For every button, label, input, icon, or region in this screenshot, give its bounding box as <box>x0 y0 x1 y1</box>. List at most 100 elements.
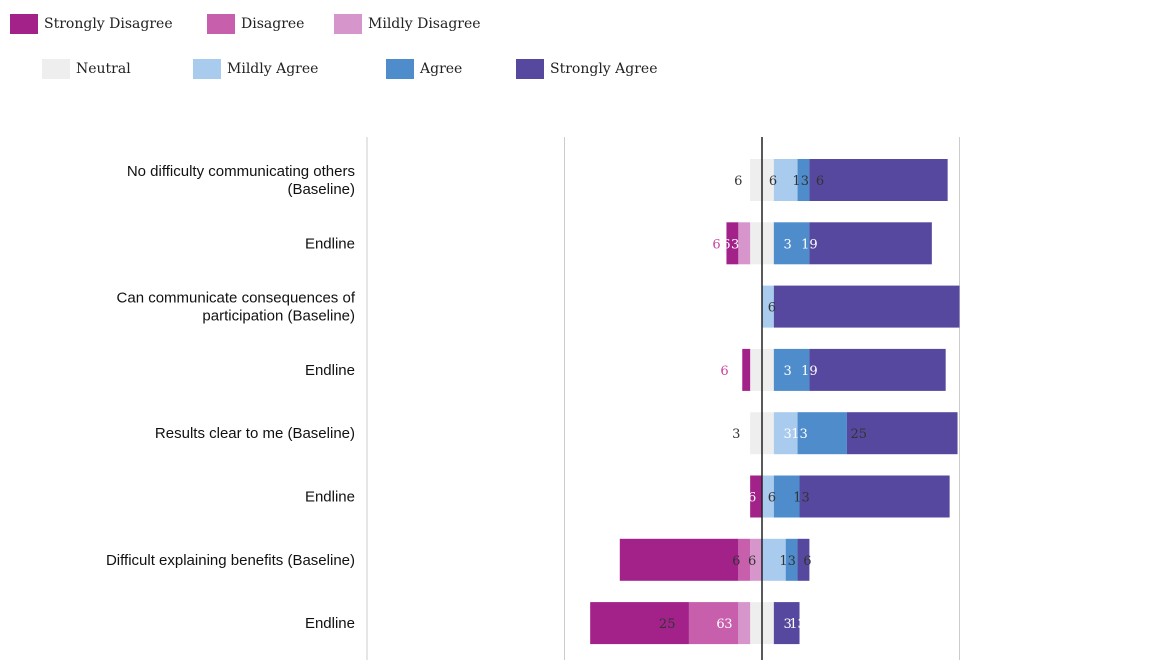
category-label: Difficult explaining benefits (Baseline) <box>106 552 355 569</box>
data-label: 19 <box>801 364 818 379</box>
data-label: 6 <box>712 237 720 252</box>
data-label: 6 <box>803 554 811 569</box>
data-label: 6 <box>734 174 742 189</box>
data-label: 3 <box>731 237 739 252</box>
data-label: 56 <box>1016 427 1033 442</box>
legend-swatch <box>42 59 70 79</box>
bar-segment <box>773 222 810 265</box>
bar-segment <box>799 475 950 518</box>
legend-label: Mildly Agree <box>227 61 319 77</box>
data-label: 3 <box>784 237 792 252</box>
data-label: 3 <box>724 617 732 632</box>
data-label: 3 <box>784 364 792 379</box>
bar-segment <box>773 159 798 201</box>
legend-item: Disagree <box>207 13 304 35</box>
bar-segment <box>809 222 932 265</box>
legend-label: Strongly Agree <box>550 61 658 77</box>
category-label-line: Endline <box>305 362 355 379</box>
data-label: 25 <box>659 617 676 632</box>
category-label-line: Endline <box>305 235 355 252</box>
legend-swatch <box>516 59 544 79</box>
category-label-line: Endline <box>305 489 355 506</box>
legend-swatch <box>386 59 414 79</box>
bar-segment <box>773 412 798 455</box>
data-label: 69 <box>999 364 1016 379</box>
legend-label: Neutral <box>76 61 131 77</box>
data-label: 63 <box>533 554 550 569</box>
data-label: 3 <box>731 364 739 379</box>
data-label: 6 <box>748 554 756 569</box>
bar-segment <box>738 538 751 581</box>
data-label: 6 <box>816 174 824 189</box>
bar-segment <box>797 159 810 201</box>
bar-segment <box>773 348 810 391</box>
legend-swatch <box>193 59 221 79</box>
category-label: Results clear to me (Baseline) <box>155 425 355 442</box>
data-label: 13 <box>792 174 809 189</box>
bar-segment <box>809 348 946 391</box>
bar-segment <box>809 159 948 201</box>
category-label: No difficulty communicating others (Basel… <box>127 163 355 198</box>
legend-label: Disagree <box>241 16 305 32</box>
bar-segment <box>738 222 751 265</box>
bar-segment <box>762 285 774 328</box>
data-label: 19 <box>801 237 818 252</box>
data-label: 3 <box>784 427 792 442</box>
bar-segment <box>773 475 800 518</box>
data-label: 6 <box>722 237 730 252</box>
data-label: 13 <box>779 554 796 569</box>
data-label: 75 <box>991 491 1008 506</box>
bar-segment <box>750 475 762 518</box>
bar-segment <box>619 538 739 581</box>
bar-segment <box>846 412 958 455</box>
legend-item: Strongly Agree <box>516 58 658 80</box>
data-label: 13 <box>789 617 806 632</box>
data-label: 63 <box>975 237 992 252</box>
data-label: 50 <box>501 617 518 632</box>
category-label: Endline <box>305 615 355 632</box>
bar-segment <box>590 602 689 645</box>
bar-segment <box>738 602 751 645</box>
category-label: Endline <box>305 489 355 506</box>
category-label-line: Difficult explaining benefits (Baseline) <box>106 552 355 569</box>
category-label-line: Can communicate consequences of <box>117 290 356 307</box>
bar-segment <box>762 475 774 518</box>
category-label-line: Endline <box>305 615 355 632</box>
data-label: 6 <box>716 617 724 632</box>
data-label: 25 <box>851 427 868 442</box>
legend-swatch <box>10 14 38 34</box>
legend-item: Neutral <box>42 58 131 80</box>
bar-segment <box>742 348 751 391</box>
bar-segment <box>797 412 847 455</box>
data-label: 6 <box>720 364 728 379</box>
data-label: 6 <box>748 491 756 506</box>
legend-label: Mildly Disagree <box>368 16 481 32</box>
category-label: Endline <box>305 235 355 252</box>
category-label: Endline <box>305 362 355 379</box>
legend: Strongly Disagree Disagree Mildly Disagree… <box>0 0 1153 100</box>
data-label: 94 <box>1139 301 1153 316</box>
data-label: 13 <box>793 491 810 506</box>
data-label: 6 <box>768 301 776 316</box>
bar-segment <box>773 602 800 645</box>
bar-segment <box>785 538 798 581</box>
data-label: 69 <box>1026 174 1043 189</box>
legend-item: Mildly Disagree <box>334 13 481 35</box>
bar-segment <box>688 602 739 645</box>
category-label: Can communicate consequences of participa… <box>117 290 356 325</box>
data-label: 6 <box>732 554 740 569</box>
category-label-line: participation (Baseline) <box>202 308 355 325</box>
bar-segment <box>797 538 810 581</box>
bar-segment <box>750 538 762 581</box>
legend-label: Strongly Disagree <box>44 16 173 32</box>
bar-segment <box>773 285 960 328</box>
data-label: 13 <box>791 427 808 442</box>
bar-segment <box>726 222 739 265</box>
data-label: 6 <box>769 174 777 189</box>
legend-item: Mildly Agree <box>193 58 318 80</box>
data-label: 6 <box>768 491 776 506</box>
legend-swatch <box>334 14 362 34</box>
data-label: 6 <box>815 554 823 569</box>
legend-label: Agree <box>420 61 463 77</box>
